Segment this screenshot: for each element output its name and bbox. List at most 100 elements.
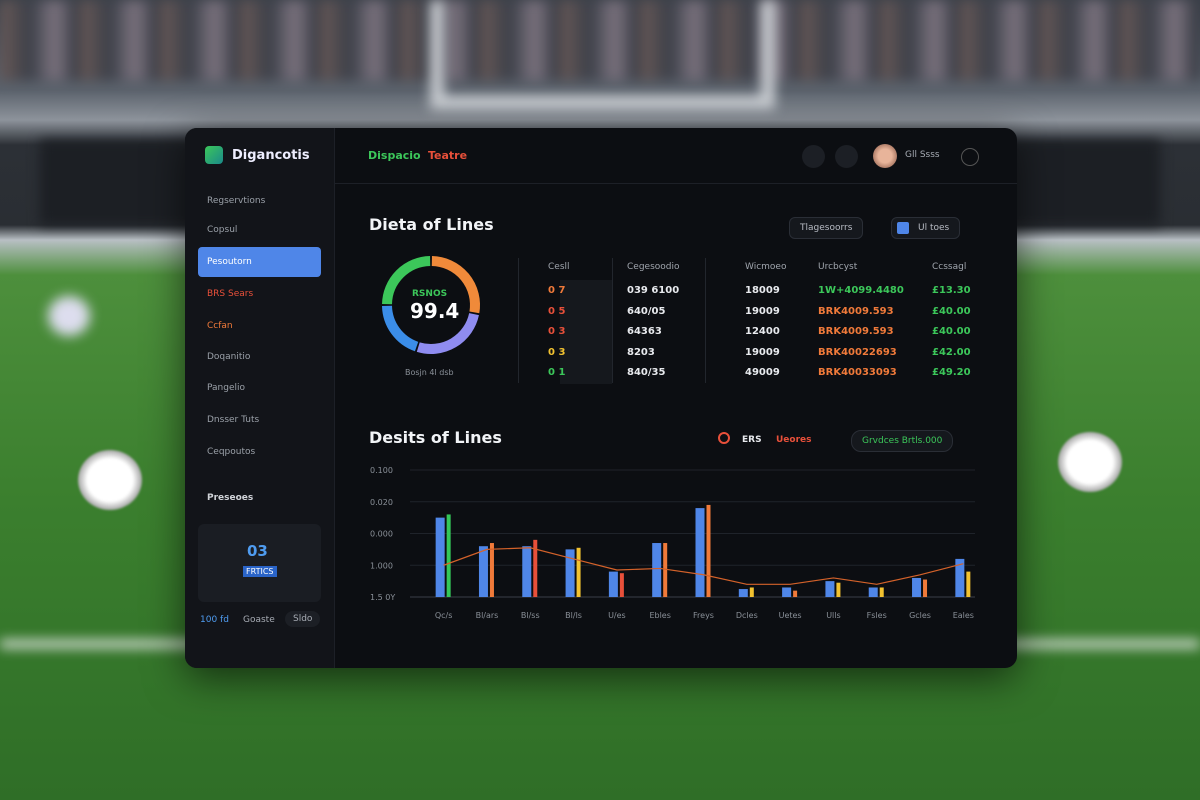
user-name[interactable]: Gll Ssss — [905, 150, 940, 160]
footer-item[interactable]: 100 fd — [200, 615, 229, 625]
table-cell: £13.30 — [932, 285, 971, 296]
crowd — [0, 0, 1200, 80]
column-shade — [560, 280, 612, 384]
bar — [749, 587, 754, 597]
table-cell: BRK4009.593 — [818, 305, 894, 317]
table-cell: 640/05 — [627, 305, 666, 317]
nav-item[interactable]: Ccfan — [207, 321, 233, 331]
footer-item[interactable]: Sldo — [285, 611, 321, 627]
nav-item[interactable]: Regservtions — [207, 196, 266, 206]
sidebar: Digancotis Regservtions Copsul Pesoutorn… — [185, 128, 335, 668]
icon-button[interactable] — [802, 145, 825, 168]
y-tick-label: 1.000 — [370, 561, 393, 570]
nav-item[interactable]: Dnsser Tuts — [207, 415, 260, 425]
table-cell: £40.00 — [932, 326, 971, 337]
x-tick-label: Eales — [953, 611, 974, 620]
donut-segment — [431, 256, 480, 314]
y-tick-label: 0.100 — [370, 466, 393, 475]
x-tick-label: Ebles — [649, 611, 670, 620]
y-tick-label: 1.5 0Y — [370, 593, 395, 602]
nav-item[interactable]: BRS Sears — [207, 289, 254, 299]
nav-item[interactable]: Pangelio — [207, 383, 245, 393]
nav-item[interactable]: Doqanitio — [207, 352, 251, 362]
table-cell: £49.20 — [932, 367, 971, 378]
bar — [695, 508, 705, 597]
bar — [608, 571, 618, 597]
bar — [923, 579, 928, 597]
icon-button[interactable] — [835, 145, 858, 168]
table-cell: 0 1 — [548, 367, 566, 378]
bar — [446, 514, 451, 597]
card[interactable] — [198, 524, 321, 602]
ball — [78, 450, 142, 510]
bar — [522, 546, 532, 597]
table-cell: 19009 — [745, 346, 780, 358]
table-cell: 18009 — [745, 285, 780, 296]
table-cell: 840/35 — [627, 367, 666, 378]
table-header: Cegesoodio — [627, 262, 680, 272]
nav-item[interactable]: Ceqpoutos — [207, 447, 256, 457]
legend-label: ERS — [742, 435, 762, 445]
table-cell: £42.00 — [932, 346, 971, 358]
footer-item[interactable]: Goaste — [243, 615, 275, 625]
bar — [836, 582, 841, 597]
table-cell: 0 3 — [548, 326, 566, 337]
section-title: Desits of Lines — [369, 428, 502, 447]
table-cell: £40.00 — [932, 305, 971, 317]
y-tick-label: 0.020 — [370, 498, 393, 507]
section-label: Preseoes — [207, 493, 254, 503]
x-tick-label: U/es — [608, 611, 626, 620]
trend-line — [443, 547, 964, 585]
bar — [825, 581, 835, 597]
nav-item[interactable]: Pesoutorn — [207, 257, 252, 267]
bar — [652, 543, 662, 597]
goal — [430, 0, 775, 110]
table-cell: BRK40033093 — [818, 367, 897, 378]
legend-label: Ueores — [776, 435, 812, 445]
bar — [793, 590, 798, 597]
donut-value: 99.4 — [410, 299, 460, 323]
table-header: Cesll — [548, 262, 570, 272]
x-tick-label: Gcles — [909, 611, 931, 620]
table-cell: 0 7 — [548, 285, 566, 296]
nav-item[interactable]: Copsul — [207, 225, 238, 235]
bar — [912, 577, 922, 597]
table-cell: BRK4009.593 — [818, 326, 894, 337]
button-icon — [897, 222, 909, 234]
bar — [879, 587, 884, 597]
bar — [663, 543, 668, 597]
table-cell: 039 6100 — [627, 285, 680, 296]
menu-button[interactable] — [961, 148, 979, 166]
bar — [478, 546, 488, 597]
table-cell: BRK40022693 — [818, 346, 897, 358]
divider — [612, 258, 613, 383]
x-tick-label: Bl/ss — [521, 611, 540, 620]
x-tick-label: Qc/s — [435, 611, 453, 620]
dropdown[interactable]: Grvdces Brtls.000 — [851, 430, 954, 452]
table-cell: 8203 — [627, 346, 655, 358]
table-header: Wicmoeo — [745, 262, 787, 272]
card-value: 03 — [247, 542, 268, 560]
avatar[interactable] — [873, 144, 897, 168]
table-cell: 0 3 — [548, 346, 566, 358]
brand: Digancotis — [232, 148, 310, 163]
logo — [205, 146, 223, 164]
table-cell: 49009 — [745, 367, 780, 378]
x-tick-label: Ulls — [826, 611, 840, 620]
donut-caption: Bosjn 4l dsb — [405, 368, 454, 377]
table-header: Urcbcyst — [818, 262, 858, 272]
button[interactable]: Tlagesoorrs — [789, 217, 864, 239]
table-cell: 0 5 — [548, 305, 566, 317]
x-tick-label: Freys — [693, 611, 714, 620]
y-tick-label: 0.000 — [370, 530, 393, 539]
bar — [576, 547, 581, 597]
header-rule — [335, 183, 1017, 184]
bar — [706, 504, 711, 597]
donut-segment — [416, 312, 479, 354]
bar — [868, 587, 878, 597]
donut-segment — [382, 305, 419, 352]
x-tick-label: Fsles — [867, 611, 887, 620]
x-tick-label: Bl/ars — [476, 611, 499, 620]
